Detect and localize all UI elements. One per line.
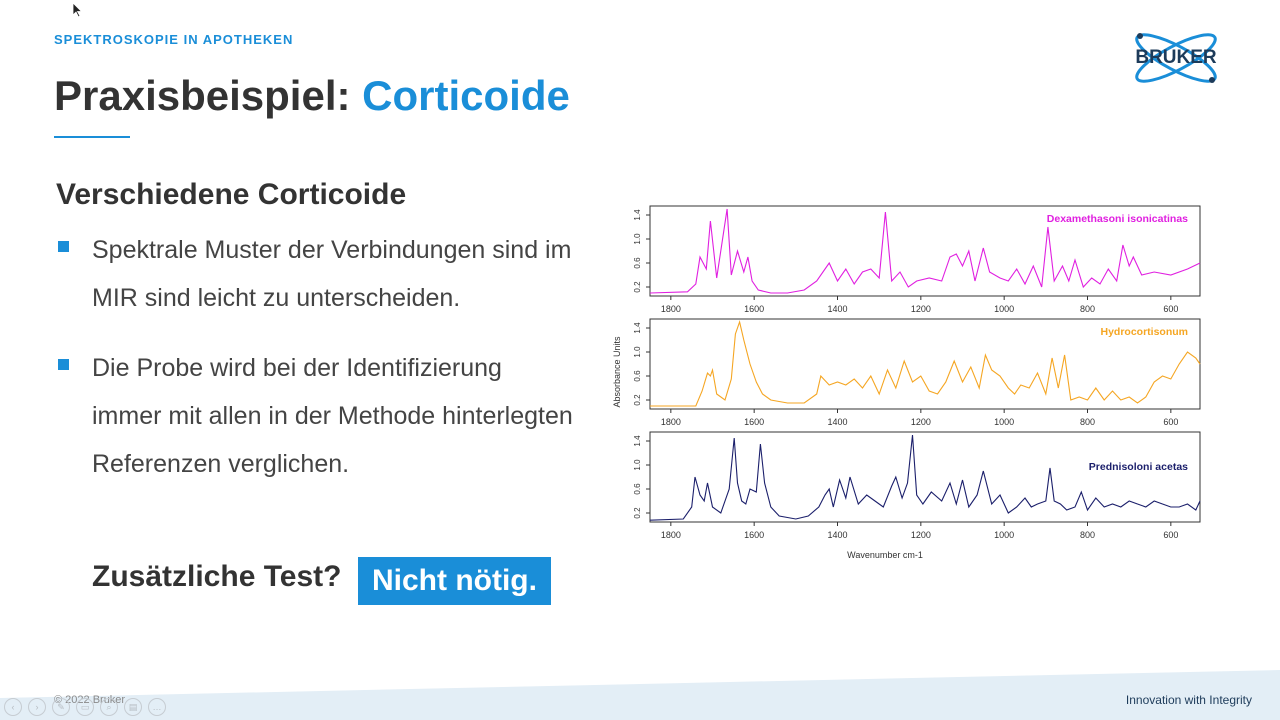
series-label: Hydrocortisonum <box>1100 326 1188 338</box>
page-title: Praxisbeispiel: Corticoide <box>54 72 570 120</box>
answer-badge: Nicht nötig. <box>358 557 551 605</box>
bullet-item: Die Probe wird bei der Identifizierung i… <box>58 344 578 488</box>
x-axis-label: Wavenumber cm-1 <box>847 550 923 560</box>
y-tick-label: 0.2 <box>633 394 642 406</box>
plot-frame <box>649 431 1201 523</box>
x-tick-label: 1200 <box>911 417 931 427</box>
zoom-icon[interactable]: ⌕ <box>100 698 118 716</box>
ir-spectra-chart: 0.2 0.6 1.0 1.4 1800 1600 1400 1200 1000 800 600 De… <box>612 205 1201 560</box>
spectrum-line <box>650 320 1201 407</box>
x-tick-label: 600 <box>1163 530 1178 540</box>
bullet-text: Spektrale Muster der Verbindungen sind i… <box>92 236 572 312</box>
y-tick-label: 1.4 <box>633 435 642 447</box>
y-tick-label: 0.6 <box>633 370 642 382</box>
pen-icon[interactable]: ✎ <box>52 698 70 716</box>
slides-icon[interactable]: ▭ <box>76 698 94 716</box>
plot-frame <box>649 205 1201 297</box>
prev-icon[interactable]: ‹ <box>4 698 22 716</box>
x-tick-label: 600 <box>1163 417 1178 427</box>
y-tick-label: 0.6 <box>633 483 642 495</box>
y-tick-label: 0.2 <box>633 507 642 519</box>
bullet-square-icon <box>58 241 69 252</box>
tagline: Innovation with Integrity <box>1125 693 1252 707</box>
x-tick-label: 1400 <box>827 530 847 540</box>
section-label: SPEKTROSKOPIE IN APOTHEKEN <box>54 32 294 47</box>
question-text: Zusätzliche Test? <box>92 560 342 593</box>
x-tick-label: 800 <box>1080 530 1095 540</box>
y-tick-label: 1.4 <box>633 209 642 221</box>
next-icon[interactable]: › <box>28 698 46 716</box>
x-tick-label: 800 <box>1080 304 1095 314</box>
x-tick-label: 1800 <box>661 304 681 314</box>
x-tick-label: 600 <box>1163 304 1178 314</box>
title-prefix: Praxisbeispiel: <box>54 72 363 119</box>
y-tick-label: 0.2 <box>633 281 642 293</box>
y-axis-label: Absorbance Units <box>612 336 622 408</box>
x-tick-label: 1600 <box>744 530 764 540</box>
bullet-square-icon <box>58 359 69 370</box>
title-underline <box>54 136 130 138</box>
spectrum-line <box>649 208 1201 294</box>
x-tick-label: 1600 <box>744 304 764 314</box>
more-icon[interactable]: … <box>148 698 166 716</box>
x-tick-label: 1800 <box>661 530 681 540</box>
x-tick-label: 1600 <box>744 417 764 427</box>
x-tick-label: 1800 <box>661 417 681 427</box>
x-tick-label: 1000 <box>994 417 1014 427</box>
subtitles-icon[interactable]: ▤ <box>124 698 142 716</box>
y-tick-label: 0.6 <box>633 257 642 269</box>
bruker-logo: BRUKER <box>1135 33 1217 83</box>
y-tick-label: 1.4 <box>633 322 642 334</box>
mouse-cursor-icon <box>72 2 83 18</box>
y-tick-label: 1.0 <box>633 459 642 471</box>
series-label: Dexamethasoni isonicatinas <box>1047 213 1188 225</box>
x-tick-label: 1000 <box>994 304 1014 314</box>
footer-band <box>0 670 1280 720</box>
x-tick-label: 1400 <box>827 417 847 427</box>
bullet-item: Spektrale Muster der Verbindungen sind i… <box>58 226 578 322</box>
bullet-text: Die Probe wird bei der Identifizierung i… <box>92 354 573 478</box>
spectrum-line <box>649 434 1201 521</box>
series-label: Prednisoloni acetas <box>1089 461 1188 473</box>
title-accent: Corticoide <box>362 72 570 119</box>
bullet-list: Spektrale Muster der Verbindungen sind i… <box>58 226 578 510</box>
x-tick-label: 1400 <box>827 304 847 314</box>
x-tick-label: 800 <box>1080 417 1095 427</box>
logo-text: BRUKER <box>1135 47 1217 68</box>
y-tick-label: 1.0 <box>633 346 642 358</box>
x-tick-label: 1200 <box>911 530 931 540</box>
subtitle: Verschiedene Corticoide <box>56 178 407 211</box>
x-tick-label: 1000 <box>994 530 1014 540</box>
presentation-controls: ‹ › ✎ ▭ ⌕ ▤ … <box>4 698 166 716</box>
y-tick-label: 1.0 <box>633 233 642 245</box>
x-tick-label: 1200 <box>911 304 931 314</box>
